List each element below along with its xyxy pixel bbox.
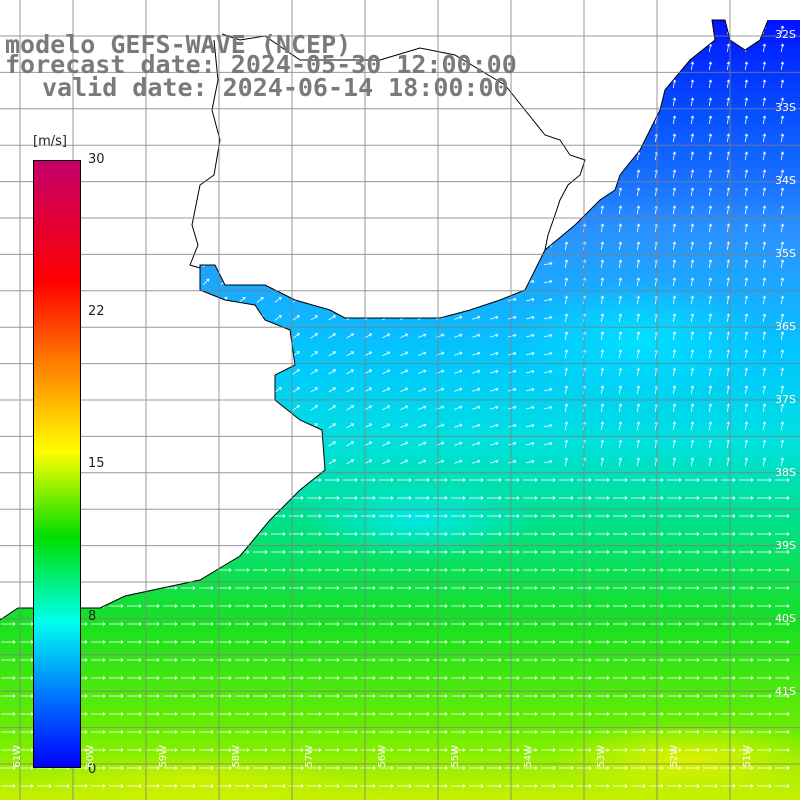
latitude-label: 41S (775, 685, 796, 698)
colorbar-tick-label: 0 (88, 762, 97, 777)
longitude-label: 59W (158, 745, 169, 768)
colorbar-unit: [m/s] (33, 134, 67, 149)
latitude-label: 37S (775, 393, 796, 406)
colorbar-tick-label: 22 (88, 304, 105, 319)
latitude-label: 36S (775, 320, 796, 333)
forecast-date: forecast date: 2024-05-30 12:00:00 (5, 50, 517, 79)
longitude-label: 58W (231, 745, 242, 768)
colorbar-tick-label: 30 (88, 152, 105, 167)
latitude-label: 38S (775, 466, 796, 479)
longitude-label: 53W (596, 745, 607, 768)
latitude-label: 33S (775, 101, 796, 114)
valid-date: valid date: 2024-06-14 18:00:00 (42, 73, 509, 102)
latitude-label: 34S (775, 174, 796, 187)
latitude-label: 35S (775, 247, 796, 260)
longitude-label: 52W (669, 745, 680, 768)
model-title: modelo GEFS-WAVE (NCEP) (5, 30, 352, 59)
latitude-label: 40S (775, 612, 796, 625)
longitude-label: 60W (85, 745, 96, 768)
latitude-label: 39S (775, 539, 796, 552)
longitude-label: 54W (523, 745, 534, 768)
longitude-label: 61W (12, 745, 23, 768)
latitude-label: 32S (775, 28, 796, 41)
border-line (189, 33, 586, 269)
longitude-label: 56W (377, 745, 388, 768)
colorbar (33, 160, 81, 768)
coastline (0, 19, 769, 621)
colorbar-tick-label: 15 (88, 456, 105, 471)
longitude-label: 57W (304, 745, 315, 768)
colorbar-tick-label: 8 (88, 609, 97, 624)
longitude-label: 51W (742, 745, 753, 768)
longitude-label: 55W (450, 745, 461, 768)
